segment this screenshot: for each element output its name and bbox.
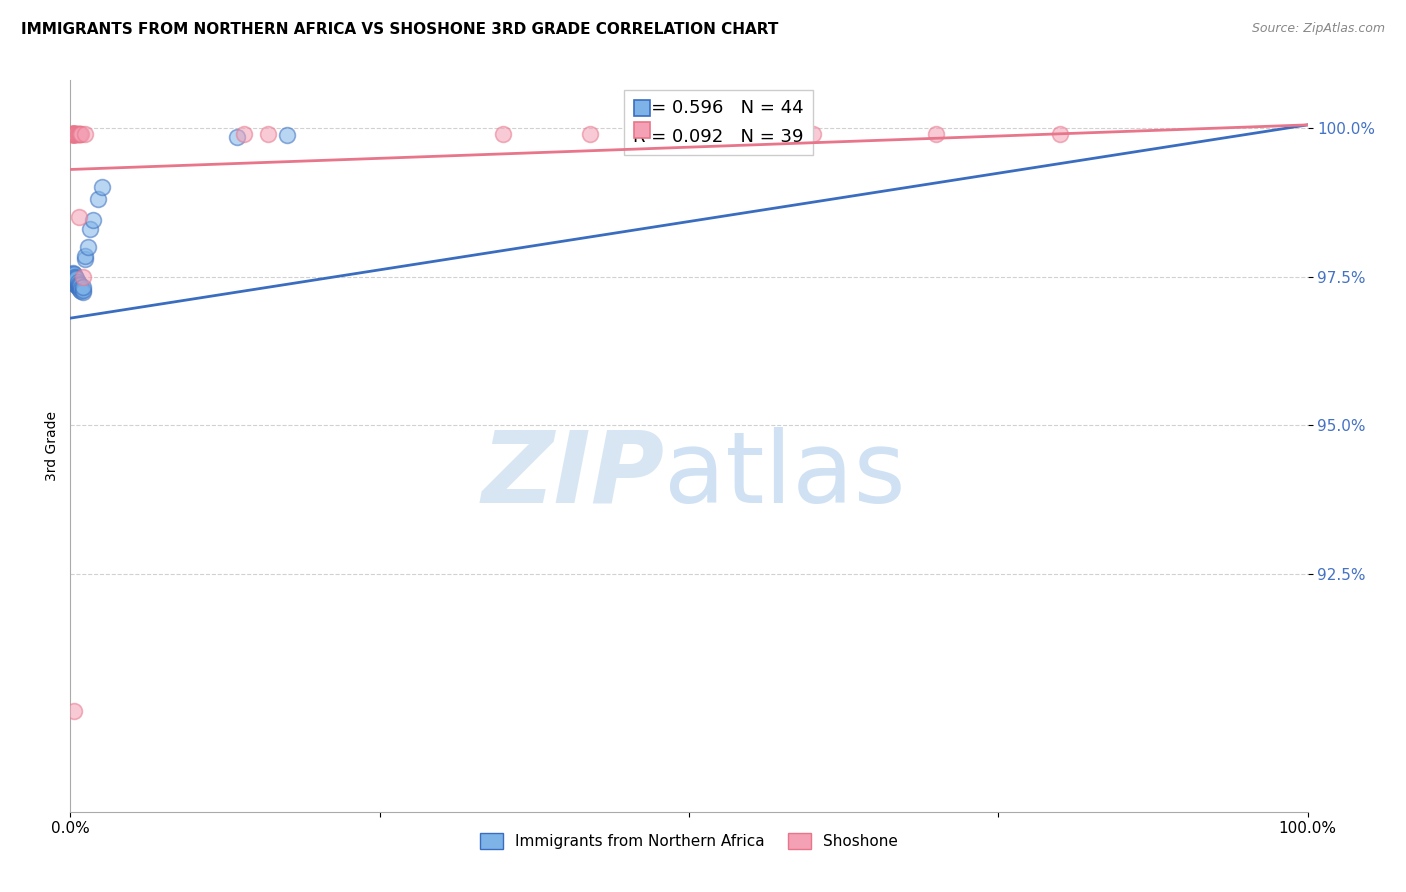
Point <box>62 266 84 280</box>
Point <box>492 127 515 141</box>
Point <box>69 277 91 292</box>
Legend: Immigrants from Northern Africa, Shoshone: Immigrants from Northern Africa, Shoshon… <box>474 827 904 855</box>
Point <box>62 127 84 141</box>
Point <box>232 127 254 141</box>
Point <box>63 127 86 141</box>
Point <box>925 127 948 141</box>
Point <box>75 127 97 141</box>
Text: IMMIGRANTS FROM NORTHERN AFRICA VS SHOSHONE 3RD GRADE CORRELATION CHART: IMMIGRANTS FROM NORTHERN AFRICA VS SHOSH… <box>21 22 779 37</box>
Point <box>66 280 89 294</box>
Point <box>65 274 87 288</box>
Point <box>63 704 86 718</box>
Point <box>79 222 101 236</box>
Point <box>62 127 84 141</box>
Point <box>66 127 89 141</box>
Point <box>1049 127 1071 141</box>
Text: Source: ZipAtlas.com: Source: ZipAtlas.com <box>1251 22 1385 36</box>
Point <box>652 127 675 141</box>
Point <box>65 127 87 141</box>
Point <box>60 272 83 286</box>
Point <box>66 127 89 141</box>
Point <box>69 127 91 141</box>
Text: R = 0.596   N = 44
R = 0.092   N = 39: R = 0.596 N = 44 R = 0.092 N = 39 <box>633 99 804 145</box>
Point <box>70 281 93 295</box>
Point <box>63 273 86 287</box>
Point <box>72 269 94 284</box>
Point <box>63 270 86 285</box>
Point <box>65 270 87 285</box>
Point <box>69 280 91 294</box>
Point <box>62 268 84 283</box>
Point <box>276 128 298 142</box>
Point <box>60 127 83 141</box>
Point <box>65 274 87 288</box>
Point <box>257 127 280 141</box>
Point <box>60 127 83 141</box>
Point <box>65 272 87 286</box>
Point <box>75 249 97 263</box>
Point <box>63 276 86 290</box>
Point <box>60 269 83 284</box>
Y-axis label: 3rd Grade: 3rd Grade <box>45 411 59 481</box>
Point <box>72 280 94 294</box>
Point <box>69 127 91 141</box>
Text: atlas: atlas <box>664 426 905 524</box>
Point <box>65 269 87 284</box>
Point <box>60 127 83 141</box>
Point <box>801 127 824 141</box>
Point <box>62 127 84 141</box>
Point <box>63 127 86 141</box>
Point <box>65 278 87 293</box>
Point <box>63 269 86 284</box>
Point <box>579 127 602 141</box>
Point <box>69 283 91 297</box>
Point <box>76 240 98 254</box>
Point <box>67 279 90 293</box>
Point <box>60 127 83 141</box>
Point <box>91 180 114 194</box>
Point <box>226 129 249 144</box>
Point <box>70 127 93 141</box>
Point <box>62 274 84 288</box>
Point <box>65 127 87 141</box>
Point <box>82 213 104 227</box>
Point <box>65 127 87 141</box>
Point <box>67 281 90 295</box>
Point <box>72 283 94 297</box>
Point <box>66 276 89 290</box>
Point <box>62 270 84 285</box>
Point <box>67 127 90 141</box>
Point <box>75 252 97 266</box>
Text: ZIP: ZIP <box>481 426 664 524</box>
Point <box>72 285 94 299</box>
Point <box>65 127 87 141</box>
Point <box>70 284 93 298</box>
Point <box>67 210 90 224</box>
Point <box>86 192 108 206</box>
Point <box>62 127 84 141</box>
Point <box>66 277 89 292</box>
Point <box>63 127 86 141</box>
Point <box>65 127 87 141</box>
Point <box>63 127 86 141</box>
Point <box>65 277 87 291</box>
Point <box>63 267 86 281</box>
Point <box>67 277 90 291</box>
Point <box>65 127 87 141</box>
Point <box>65 277 87 291</box>
Point <box>60 267 83 281</box>
Point <box>63 127 86 141</box>
Point <box>65 272 87 286</box>
Point <box>62 127 84 141</box>
Point <box>60 127 83 141</box>
